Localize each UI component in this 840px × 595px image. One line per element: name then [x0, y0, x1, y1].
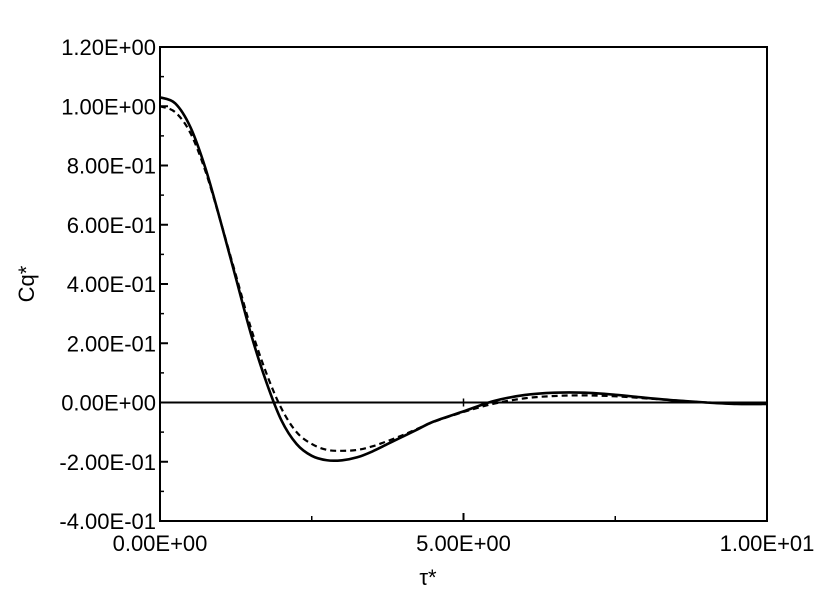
y-tick-label: 1.20E+00 — [61, 35, 156, 60]
y-tick-label: 4.00E-01 — [67, 272, 156, 297]
y-tick-label: -2.00E-01 — [59, 450, 156, 475]
x-axis-ticks: 0.00E+00 5.00E+00 1.00E+01 — [113, 513, 815, 556]
x-tick-label: 0.00E+00 — [113, 531, 208, 556]
x-axis-title: τ* — [419, 565, 437, 590]
minor-ticks — [160, 75, 616, 521]
series-line-solid — [159, 96, 768, 463]
y-tick-label: -4.00E-01 — [59, 509, 156, 534]
y-tick-label: 6.00E-01 — [67, 213, 156, 238]
y-axis-title: Cq* — [14, 265, 39, 302]
plot-frame — [159, 46, 768, 522]
y-axis-ticks: 1.20E+00 1.00E+00 8.00E-01 6.00E-01 4.00E-01… — [59, 35, 168, 534]
y-tick-label: 1.00E+00 — [61, 94, 156, 119]
y-tick-label: 0.00E+00 — [61, 391, 156, 416]
y-tick-label: 2.00E-01 — [67, 331, 156, 356]
series-group — [159, 96, 768, 463]
series-line-dashed — [159, 105, 768, 452]
x-tick-label: 1.00E+01 — [720, 531, 815, 556]
x-tick-label: 5.00E+00 — [416, 531, 511, 556]
y-tick-label: 8.00E-01 — [67, 154, 156, 179]
